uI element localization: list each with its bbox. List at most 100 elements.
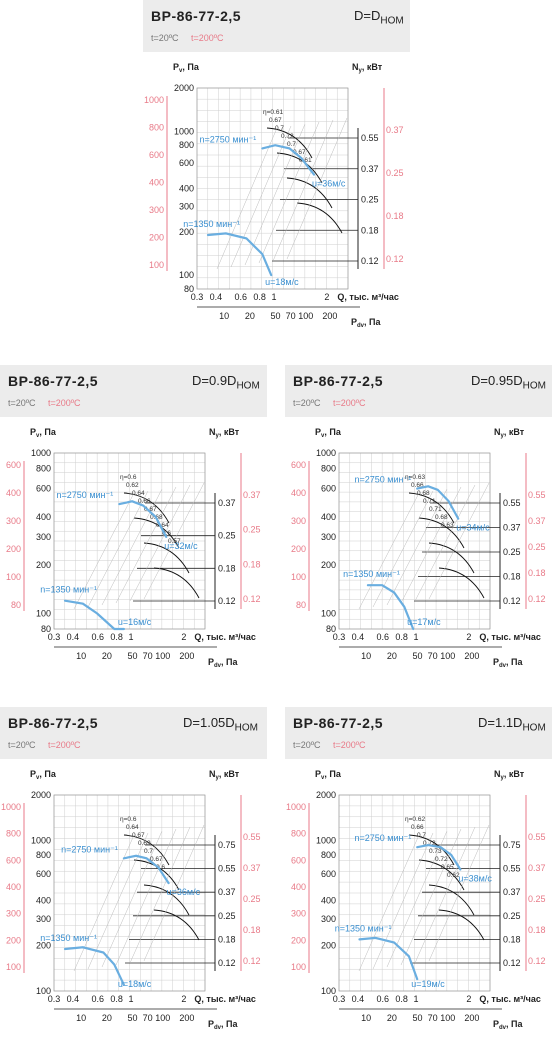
diameter-text: D=1.05D — [183, 715, 235, 730]
efficiency-label: η=0.63 — [405, 474, 425, 481]
tip-speed-label-2750: u=36м/с — [167, 887, 201, 897]
x-tick-label: 2 — [324, 292, 329, 302]
y-tick-label: 80 — [326, 624, 336, 634]
y-tick-label: 2000 — [174, 83, 194, 93]
fan-curve-1350 — [358, 936, 419, 981]
efficiency-label: 0.64 — [156, 522, 169, 529]
ny-tick-label-200c: 0.18 — [243, 925, 261, 935]
power-curve — [408, 834, 455, 866]
efficiency-label: 0.66 — [411, 482, 424, 489]
speed-label-1350: n=1350 мин⁻¹ — [335, 923, 392, 933]
y-tick-label: 800 — [321, 850, 336, 860]
panel-header — [285, 365, 552, 417]
efficiency-label: 0.6 — [162, 530, 171, 537]
ny-tick-label-200c: 0.25 — [243, 894, 261, 904]
efficiency-label: 0.62 — [447, 872, 460, 879]
panel-header — [0, 365, 267, 417]
efficiency-label: 0.71 — [423, 498, 436, 505]
fan-curve-1350 — [63, 599, 125, 631]
fan-curve-2750 — [118, 500, 168, 538]
y-tick-label: 800 — [36, 850, 51, 860]
ny-axis-title: Ny, кВт — [352, 62, 383, 74]
x-tick-label: 0.3 — [191, 292, 204, 302]
efficiency-label: 0.65 — [441, 864, 454, 871]
pdv-axis-title: Pdv, Па — [208, 657, 239, 669]
y-tick-label: 400 — [36, 512, 51, 522]
pdv-axis-title: Pdv, Па — [493, 1019, 524, 1031]
speed-label-1350: n=1350 мин⁻¹ — [183, 219, 240, 229]
temp-200-label: t=200ºC — [48, 398, 81, 408]
y-tick-label: 200 — [321, 941, 336, 951]
y-tick-label-200c: 400 — [291, 488, 306, 498]
pdv-tick-label: 20 — [387, 1013, 397, 1023]
x-tick-label: 0.3 — [48, 994, 61, 1004]
ny-tick-label: 0.18 — [361, 225, 379, 235]
tip-speed-label-2750: u=34м/с — [456, 523, 490, 533]
efficiency-guide-line — [101, 488, 163, 606]
pdv-unit: , Па — [506, 1019, 523, 1029]
diameter-sub: НОМ — [236, 380, 260, 392]
efficiency-label: 0.73 — [429, 848, 442, 855]
pdv-unit: , Па — [221, 657, 238, 667]
ny-tick-label: 0.25 — [503, 547, 521, 557]
y-tick-label-200c: 800 — [6, 829, 21, 839]
ny-tick-label-200c: 0.37 — [528, 863, 546, 873]
pdv-tick-label: 20 — [245, 311, 255, 321]
ny-tick-label-200c: 0.55 — [528, 490, 546, 500]
fan-curve-1350 — [366, 584, 415, 631]
y-tick-label-200c: 200 — [149, 233, 164, 243]
pdv-axis-title: Pdv, Па — [351, 317, 382, 329]
pdv-tick-label: 50 — [128, 1013, 138, 1023]
ny-tick-label: 0.18 — [503, 572, 521, 582]
x-tick-label: 0.6 — [92, 994, 105, 1004]
y-tick-label-200c: 100 — [6, 962, 21, 972]
tip-speed-label-1350: u=18м/с — [265, 277, 299, 287]
y-tick-label-200c: 200 — [291, 935, 306, 945]
efficiency-guide-line — [87, 490, 149, 608]
efficiency-guide-line — [216, 127, 278, 270]
y-tick-label-200c: 800 — [149, 123, 164, 133]
tip-speed-label-1350: u=19м/с — [411, 979, 445, 989]
y-tick-label-200c: 400 — [6, 488, 21, 498]
pdv-tick-label: 200 — [322, 311, 337, 321]
ny-axis-title: Ny, кВт — [209, 769, 240, 781]
y-tick-label: 80 — [184, 284, 194, 294]
y-tick-label-200c: 100 — [149, 260, 164, 270]
q-axis-title: Q, тыс. м³/час — [194, 994, 256, 1004]
y-tick-label: 800 — [36, 464, 51, 474]
y-tick-label: 400 — [36, 895, 51, 905]
fan-curve-2750 — [122, 854, 170, 885]
x-tick-label: 0.8 — [110, 632, 123, 642]
ny-tick-label-200c: 0.25 — [528, 542, 546, 552]
diameter-label: D=1.1DНОМ — [478, 715, 546, 734]
power-curve — [408, 492, 455, 524]
ny-sub: y — [501, 775, 505, 781]
ny-tick-label: 0.25 — [218, 531, 236, 541]
power-curve — [266, 127, 313, 159]
pdv-tick-label: 10 — [76, 1013, 86, 1023]
pdv-tick-label: 100 — [298, 311, 313, 321]
ny-sub: y — [216, 433, 220, 439]
ny-tick-label-200c: 0.12 — [243, 956, 261, 966]
ny-tick-label: 0.12 — [503, 958, 521, 968]
pdv-sub: dv — [357, 323, 365, 329]
efficiency-label: 0.7 — [144, 848, 153, 855]
chart-svg: Pv, Па Ny, кВт 2000 1000 800 600 400 300 200 100 8… — [144, 62, 404, 329]
efficiency-guide-line — [73, 492, 135, 610]
y-tick-label-200c: 400 — [149, 178, 164, 188]
efficiency-guide-line — [115, 828, 177, 966]
pdv-tick-label: 50 — [413, 651, 423, 661]
x-tick-label: 0.4 — [67, 994, 80, 1004]
y-tick-label: 200 — [321, 560, 336, 570]
diameter-sub: НОМ — [522, 722, 546, 734]
y-tick-label-200c: 100 — [291, 962, 306, 972]
tip-speed-label-1350: u=16м/с — [118, 617, 152, 627]
x-tick-label: 0.4 — [210, 292, 223, 302]
efficiency-label: 0.69 — [138, 840, 151, 847]
power-curve — [123, 834, 170, 866]
efficiency-label: 0.61 — [299, 157, 312, 164]
fan-curve-1350 — [206, 232, 273, 277]
speed-label-1350: n=1350 мин⁻¹ — [40, 933, 97, 943]
ny-tick-label: 0.37 — [218, 498, 236, 508]
ny-sub: y — [359, 68, 363, 74]
